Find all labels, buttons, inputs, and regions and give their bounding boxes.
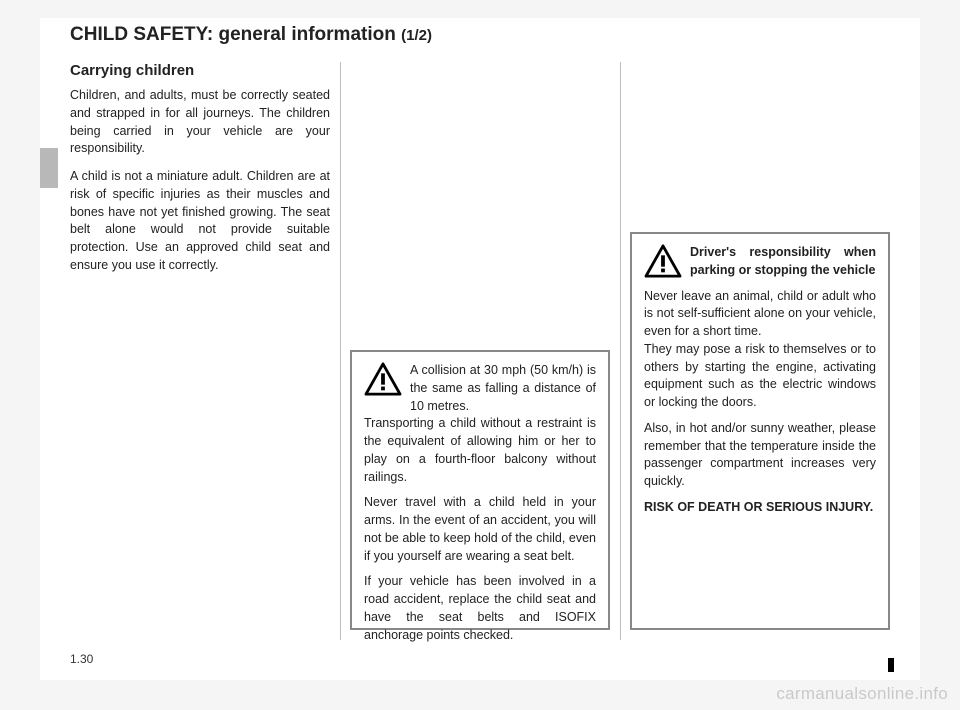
warning-box-responsibility: Driver's responsibility when parking or …: [630, 232, 890, 630]
warning-lead-text: Driver's responsibility when parking or …: [690, 245, 876, 277]
section-tab: [40, 148, 58, 188]
page-title: CHILD SAFETY: general information (1/2): [70, 24, 432, 46]
title-main: CHILD SAFETY: general information: [70, 24, 401, 45]
column-1: Carrying children Children, and adults, …: [70, 62, 330, 640]
warning-icon: [364, 362, 402, 396]
warning-text: Never travel with a child held in your a…: [364, 494, 596, 565]
paragraph: A child is not a miniature adult. Childr…: [70, 168, 330, 275]
paragraph: Children, and adults, must be correctly …: [70, 87, 330, 158]
warning-text: Never leave an animal, child or adult wh…: [644, 288, 876, 412]
warning-line: Transporting a child without a restraint…: [364, 416, 596, 483]
warning-line: They may pose a risk to themselves or to…: [644, 342, 876, 409]
warning-line: Never leave an animal, child or adult wh…: [644, 289, 876, 339]
body-area: Carrying children Children, and adults, …: [70, 62, 890, 640]
column-3: Driver's responsibility when parking or …: [630, 62, 890, 640]
footer-mark: [888, 658, 894, 672]
title-counter: (1/2): [401, 27, 432, 44]
warning-box-collision: A collision at 30 mph (50 km/h) is the s…: [350, 350, 610, 630]
column-2: A collision at 30 mph (50 km/h) is the s…: [350, 62, 610, 640]
warning-risk: RISK OF DEATH OR SERIOUS INJURY.: [644, 499, 876, 517]
warning-text: Also, in hot and/or sunny weather, pleas…: [644, 420, 876, 491]
section-heading: Carrying children: [70, 62, 330, 79]
warning-line: A collision at 30 mph (50 km/h) is the s…: [410, 363, 596, 413]
warning-icon: [644, 244, 682, 278]
watermark: carmanualsonline.info: [776, 684, 948, 704]
warning-text: If your vehicle has been involved in a r…: [364, 573, 596, 644]
manual-page: CHILD SAFETY: general information (1/2) …: [40, 18, 920, 680]
column-separator-1: [340, 62, 341, 640]
page-number: 1.30: [70, 652, 93, 666]
column-separator-2: [620, 62, 621, 640]
